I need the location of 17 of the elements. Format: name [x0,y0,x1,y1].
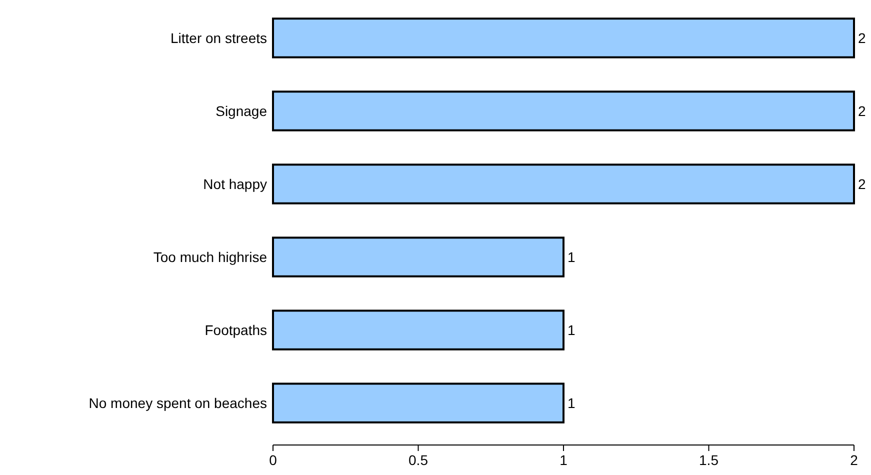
data-label: 2 [858,30,866,46]
y-tick-label: Footpaths [204,322,267,338]
y-tick-label: Too much highrise [153,249,268,266]
data-label: 2 [858,176,866,192]
y-tick-label: No money spent on beaches [88,395,267,412]
x-tick-label: 1.5 [699,452,719,468]
x-tick-label: 0.5 [408,452,428,468]
x-tick-label: 1 [560,452,568,468]
y-tick-label: Not happy [203,176,267,192]
x-tick-label: 0 [269,452,278,468]
data-label: 1 [568,249,576,266]
data-label: 1 [568,395,576,412]
x-tick-label: 2 [850,452,858,468]
data-label: 1 [568,322,576,338]
y-tick-label: Signage [216,102,268,119]
data-label: 2 [858,102,866,119]
y-tick-label: Litter on streets [170,30,267,46]
